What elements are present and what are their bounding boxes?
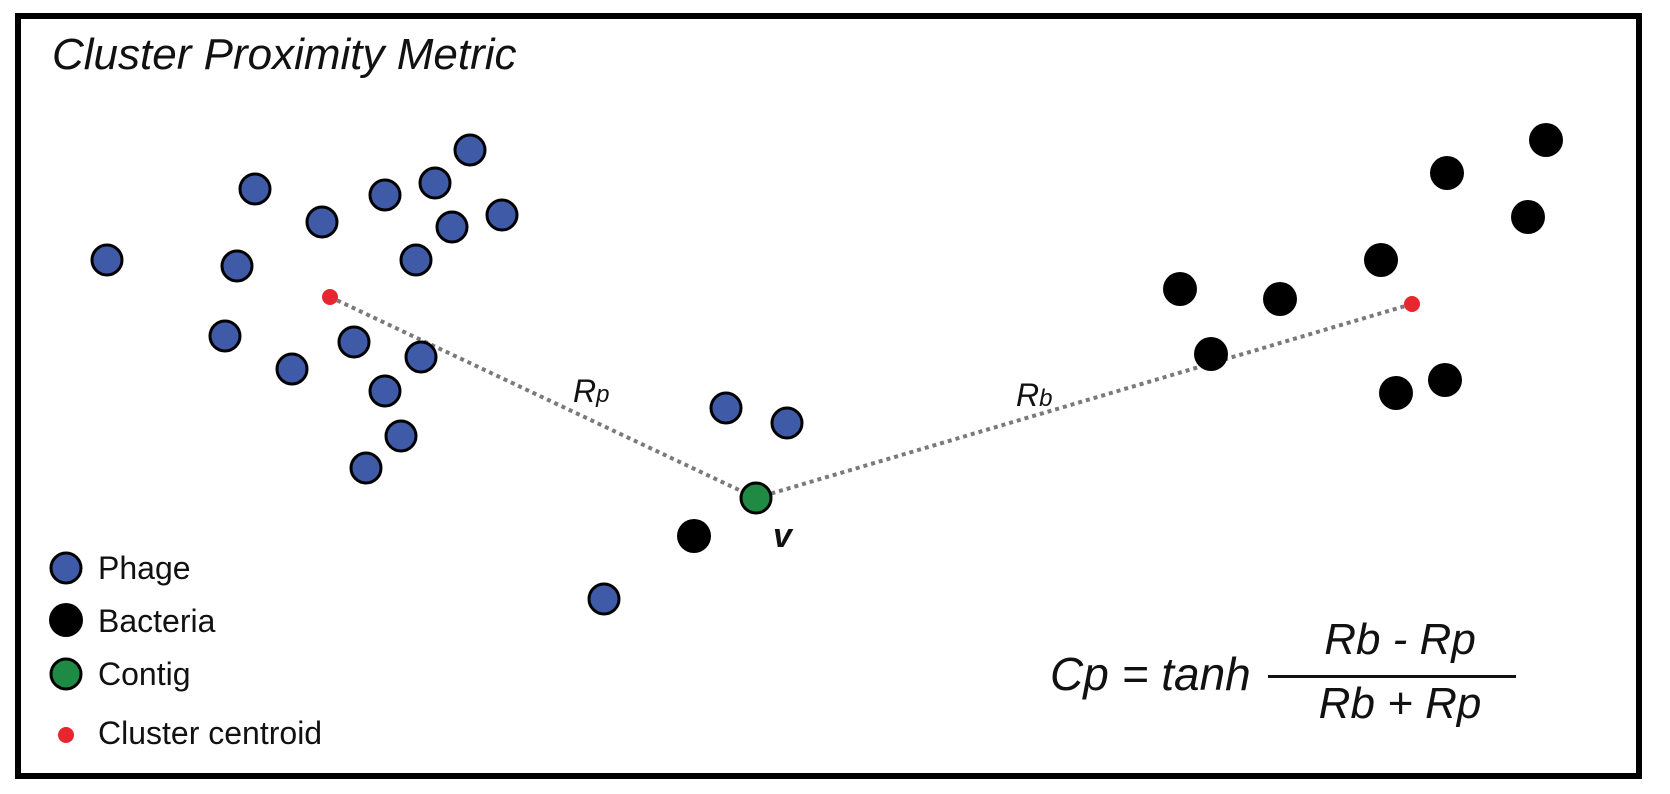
- phage-cluster-centroid: [322, 289, 338, 305]
- phage-point: [368, 178, 402, 212]
- bacteria-point: [1163, 272, 1197, 306]
- bacteria-point: [1511, 200, 1545, 234]
- phage-point: [404, 340, 438, 374]
- rb-label: Rb: [1016, 377, 1052, 413]
- formula-lhs: Cp = tanh: [1050, 648, 1251, 700]
- phage-point: [399, 243, 433, 277]
- legend-centroid-label: Cluster centroid: [98, 715, 323, 751]
- rp-label: Rp: [573, 373, 609, 409]
- legend-centroid-marker: [58, 727, 74, 743]
- phage-point: [384, 419, 418, 453]
- phage-point: [238, 172, 272, 206]
- phage-point: [337, 325, 371, 359]
- phage-point: [418, 166, 452, 200]
- legend-bacteria-marker: [49, 603, 83, 637]
- bacteria-point: [1428, 363, 1462, 397]
- bacteria-point: [1529, 123, 1563, 157]
- bacteria-point: [1379, 376, 1413, 410]
- rp-distance-line: [329, 295, 757, 500]
- phage-point: [368, 374, 402, 408]
- legend-contig-label: Contig: [98, 656, 191, 692]
- phage-point: [435, 210, 469, 244]
- phage-point: [305, 205, 339, 239]
- phage-point: [485, 198, 519, 232]
- bacteria-point: [1364, 243, 1398, 277]
- bacteria-point: [1430, 156, 1464, 190]
- phage-point: [349, 451, 383, 485]
- phage-point: [770, 406, 804, 440]
- contig-label: v: [773, 517, 794, 555]
- legend-bacteria-label: Bacteria: [98, 603, 216, 639]
- bacteria-point: [677, 519, 711, 553]
- formula-numerator: Rb - Rp: [1324, 615, 1476, 664]
- formula-fraction-bar: [1268, 675, 1516, 678]
- legend-phage-marker: [49, 551, 83, 585]
- rb-distance-line: [755, 302, 1413, 500]
- phage-point: [90, 243, 124, 277]
- phage-point: [587, 582, 621, 616]
- bacteria-point: [1263, 282, 1297, 316]
- bacteria-point: [1194, 337, 1228, 371]
- phage-point: [453, 133, 487, 167]
- legend-markers: [49, 551, 83, 743]
- cluster-proximity-formula: Cp = tanh Rb - Rp Rb + Rp: [1050, 615, 1516, 735]
- contig-point: [739, 481, 773, 515]
- distance-lines: [329, 295, 1413, 500]
- legend-phage-label: Phage: [98, 550, 191, 586]
- formula-denominator: Rb + Rp: [1318, 679, 1482, 728]
- legend-contig-marker: [49, 657, 83, 691]
- bacteria-cluster-centroid: [1404, 296, 1420, 312]
- phage-point: [275, 352, 309, 386]
- phage-point: [709, 391, 743, 425]
- diagram-title: Cluster Proximity Metric: [52, 30, 517, 79]
- phage-point: [208, 319, 242, 353]
- bacteria-points: [677, 123, 1563, 553]
- phage-points: [90, 133, 804, 616]
- phage-point: [220, 249, 254, 283]
- diagram-frame: [15, 13, 1642, 779]
- centroids: [322, 289, 1420, 312]
